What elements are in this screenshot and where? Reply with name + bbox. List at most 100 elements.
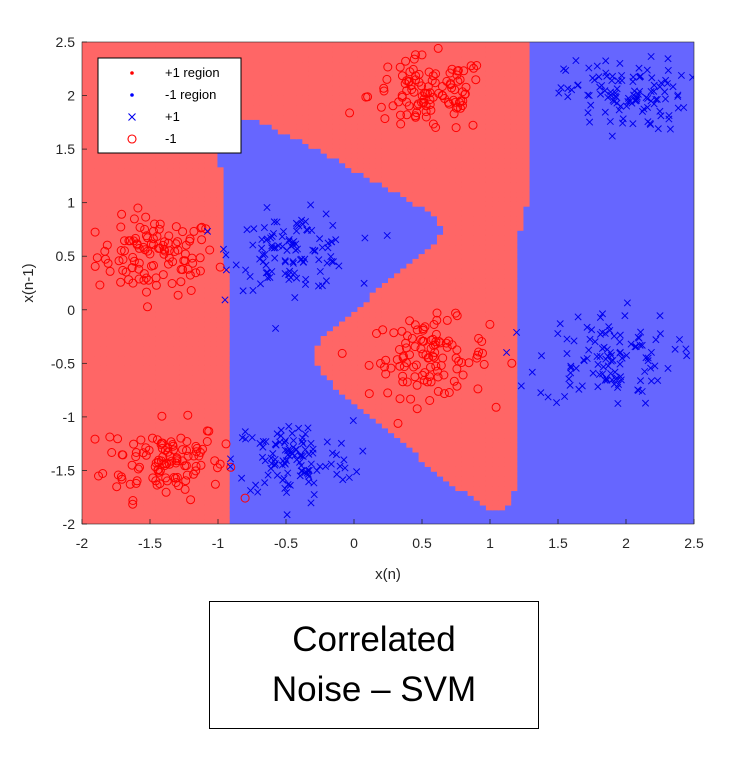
positive-region-cell xyxy=(504,70,512,77)
positive-region-cell xyxy=(186,210,193,217)
positive-region-cell xyxy=(100,379,108,386)
positive-region-cell xyxy=(485,485,493,492)
positive-region-cell xyxy=(137,417,144,424)
positive-region-cell xyxy=(412,148,420,154)
positive-region-cell xyxy=(118,336,126,342)
positive-region-cell xyxy=(449,46,457,53)
positive-region-cell xyxy=(369,321,377,328)
positive-region-cell xyxy=(473,475,481,482)
positive-region-cell xyxy=(222,360,230,366)
positive-region-cell xyxy=(339,114,346,120)
positive-region-cell xyxy=(498,109,506,116)
positive-region-cell xyxy=(473,143,481,149)
positive-region-cell xyxy=(94,292,102,299)
positive-region-cell xyxy=(485,408,493,414)
positive-region-cell xyxy=(473,432,481,439)
positive-region-cell xyxy=(492,119,499,125)
positive-region-cell xyxy=(363,42,371,48)
positive-region-cell xyxy=(363,360,371,366)
positive-region-cell xyxy=(210,51,218,58)
positive-region-cell xyxy=(320,369,328,376)
positive-region-cell xyxy=(161,205,169,212)
positive-region-cell xyxy=(510,297,518,304)
positive-region-cell xyxy=(143,336,151,342)
positive-region-cell xyxy=(473,451,481,458)
positive-region-cell xyxy=(100,297,108,304)
positive-region-cell xyxy=(210,340,218,347)
positive-region-cell xyxy=(467,201,475,207)
positive-region-cell xyxy=(277,66,285,72)
positive-region-cell xyxy=(155,201,163,207)
positive-region-cell xyxy=(467,181,475,188)
positive-region-cell xyxy=(137,210,144,217)
positive-region-cell xyxy=(198,201,206,207)
positive-region-cell xyxy=(186,172,193,178)
positive-region-cell xyxy=(216,215,224,222)
positive-region-cell xyxy=(106,451,114,458)
positive-region-cell xyxy=(124,475,132,482)
positive-region-cell xyxy=(485,162,493,169)
positive-region-cell xyxy=(449,128,457,135)
positive-region-cell xyxy=(161,475,169,482)
positive-region-cell xyxy=(449,292,457,299)
positive-region-cell xyxy=(161,46,169,53)
positive-region-cell xyxy=(173,176,181,183)
positive-region-cell xyxy=(492,355,499,361)
positive-region-cell xyxy=(112,408,120,414)
positive-region-cell xyxy=(271,104,279,111)
positive-region-cell xyxy=(179,273,187,279)
positive-region-cell xyxy=(314,350,322,357)
positive-region-cell xyxy=(449,51,457,58)
positive-region-cell xyxy=(216,254,224,260)
positive-region-cell xyxy=(394,393,402,400)
positive-region-cell xyxy=(449,326,457,332)
positive-region-cell xyxy=(461,413,469,419)
positive-region-cell xyxy=(130,191,138,198)
positive-region-cell xyxy=(485,331,493,337)
positive-region-cell xyxy=(510,167,518,173)
positive-region-cell xyxy=(473,239,481,246)
positive-region-cell xyxy=(192,350,200,357)
positive-region-cell xyxy=(424,80,432,87)
positive-region-cell xyxy=(449,123,457,130)
positive-region-cell xyxy=(106,393,114,400)
positive-region-cell xyxy=(112,442,120,448)
positive-region-cell xyxy=(192,176,200,183)
positive-region-cell xyxy=(485,152,493,159)
positive-region-cell xyxy=(167,422,175,429)
positive-region-cell xyxy=(161,42,169,43)
positive-region-cell xyxy=(388,422,395,429)
positive-region-cell xyxy=(443,61,450,67)
positive-region-cell xyxy=(216,46,224,53)
positive-region-cell xyxy=(381,417,389,424)
positive-region-cell xyxy=(155,384,163,390)
positive-region-cell xyxy=(296,90,304,96)
positive-region-cell xyxy=(118,181,126,188)
positive-region-cell xyxy=(498,413,506,419)
positive-region-cell xyxy=(100,152,108,159)
positive-region-cell xyxy=(143,152,151,159)
positive-region-cell xyxy=(173,46,181,53)
positive-region-cell xyxy=(455,119,463,125)
positive-region-cell xyxy=(436,398,444,405)
positive-region-cell xyxy=(149,51,157,58)
positive-region-cell xyxy=(510,205,518,212)
positive-region-cell xyxy=(137,283,144,289)
positive-region-cell xyxy=(259,104,267,111)
positive-region-cell xyxy=(155,379,163,386)
positive-region-cell xyxy=(94,172,102,178)
positive-region-cell xyxy=(485,470,493,477)
positive-region-cell xyxy=(290,70,297,77)
positive-region-cell xyxy=(173,167,181,173)
positive-region-cell xyxy=(222,389,230,395)
positive-region-cell xyxy=(94,157,102,164)
positive-region-cell xyxy=(479,201,487,207)
positive-region-cell xyxy=(369,70,377,77)
positive-region-cell xyxy=(339,133,346,140)
positive-region-cell xyxy=(198,239,206,246)
positive-region-cell xyxy=(173,360,181,366)
positive-region-cell xyxy=(198,46,206,53)
positive-region-cell xyxy=(339,384,346,390)
positive-region-cell xyxy=(498,220,506,226)
positive-region-cell xyxy=(473,408,481,414)
